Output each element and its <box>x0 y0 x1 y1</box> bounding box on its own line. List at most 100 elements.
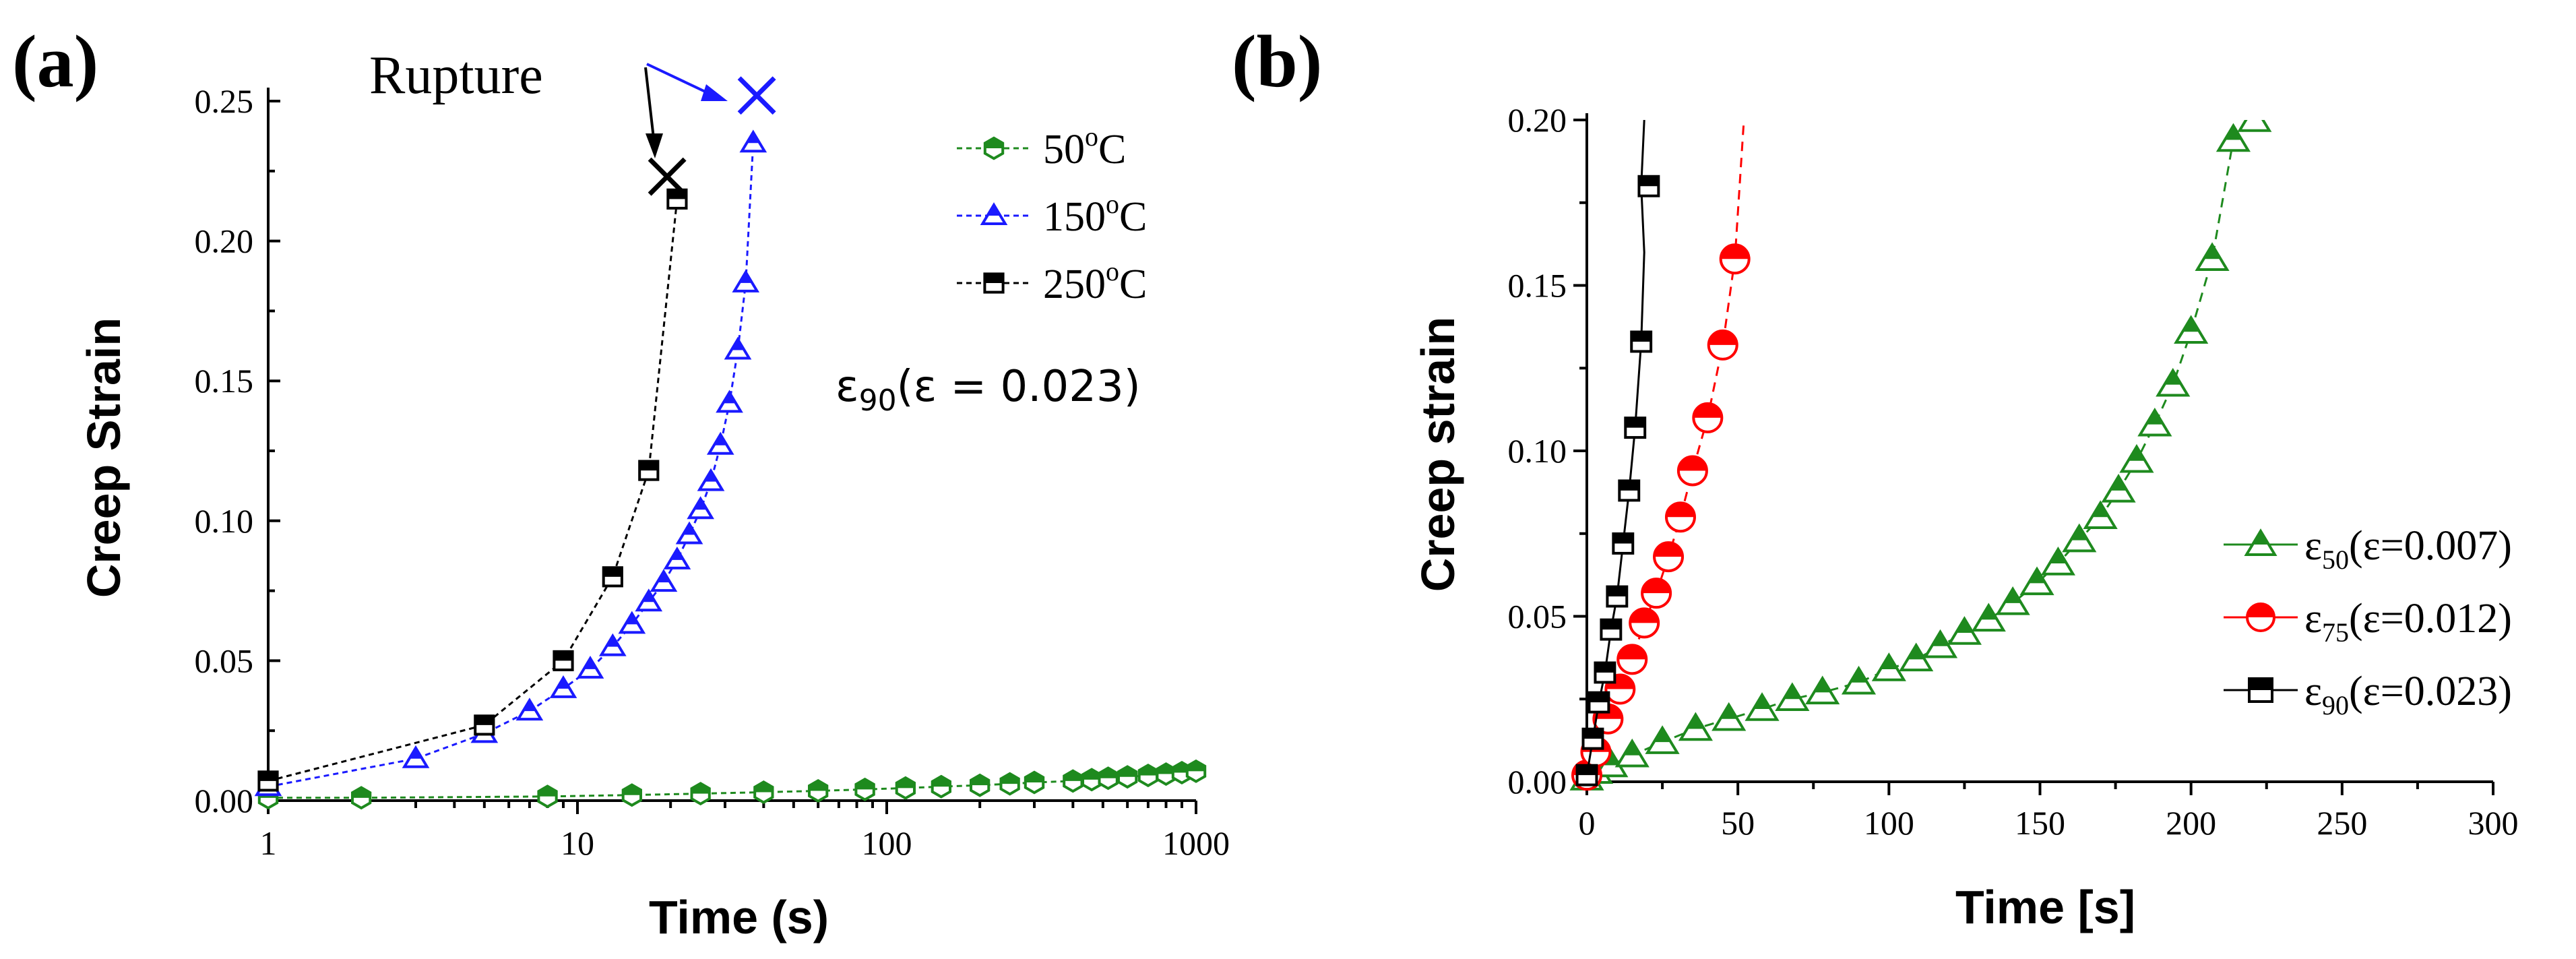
marker-fill <box>1720 245 1749 259</box>
data-point <box>515 698 544 721</box>
data-point <box>1185 759 1207 783</box>
data-point <box>576 655 604 679</box>
series-line <box>1586 120 2261 780</box>
rupture-x-stroke <box>648 157 687 196</box>
data-point <box>2137 407 2172 437</box>
marker-fill <box>984 274 1003 283</box>
data-point <box>1588 691 1610 714</box>
marker-fill <box>809 780 827 791</box>
x-tick-label: 300 <box>2468 804 2519 842</box>
panel-a: (a) 0.00 0.05 0.10 0.15 0.20 0.25 1 10 100 1000 Tim… <box>12 20 1230 943</box>
data-point <box>257 770 279 792</box>
data-point <box>1637 175 1660 197</box>
x-tick-label: 100 <box>862 824 912 862</box>
data-point <box>1805 675 1840 705</box>
data-point <box>687 496 714 520</box>
marker-fill <box>557 677 570 689</box>
marker-fill <box>2249 679 2272 690</box>
arrow-head-blue <box>701 84 728 101</box>
data-point <box>1664 501 1696 533</box>
data-point <box>1081 768 1102 792</box>
data-point <box>690 782 711 806</box>
x-tick-label: 1000 <box>1162 824 1230 862</box>
data-point <box>1676 455 1708 487</box>
data-point <box>716 390 743 413</box>
legend-label: 150oC <box>1043 189 1147 240</box>
data-point <box>663 547 691 569</box>
marker-fill <box>2164 370 2182 385</box>
data-point <box>1024 770 1045 795</box>
data-point <box>999 772 1020 796</box>
x-tick-label: 1 <box>260 824 277 862</box>
condition-annotation: ε90(ε = 0.023) <box>836 362 1141 418</box>
data-point <box>1995 586 2030 615</box>
data-point <box>638 460 660 481</box>
rupture-annotation: Rupture <box>369 46 543 105</box>
marker-fill <box>932 776 950 787</box>
data-point <box>1117 765 1138 789</box>
series-line <box>268 770 1197 799</box>
marker-fill <box>2110 476 2127 491</box>
x-tick-label: 100 <box>1864 804 1914 842</box>
marker-fill <box>670 549 684 560</box>
marker-fill <box>2028 569 2046 584</box>
legend-label: ε75(ε=0.012) <box>2304 596 2512 648</box>
arrow-head-black <box>646 133 663 158</box>
x-tick-label: 250 <box>2317 804 2367 842</box>
series-line <box>268 143 755 788</box>
marker-fill <box>1119 766 1137 777</box>
data-point <box>474 714 495 736</box>
marker-fill <box>259 772 278 781</box>
data-point <box>1678 712 1713 741</box>
marker-fill <box>984 137 1003 148</box>
marker-fill <box>475 716 494 725</box>
series-90 <box>1575 120 1653 786</box>
data-point <box>1719 243 1751 275</box>
marker-fill <box>1980 605 1997 620</box>
marker-fill <box>1654 728 1671 743</box>
marker-fill <box>1693 403 1722 418</box>
x-tick-label: 200 <box>2166 804 2216 842</box>
marker-fill <box>1631 332 1652 342</box>
marker-fill <box>683 524 696 535</box>
marker-fill <box>523 700 536 712</box>
x-tick-label: 10 <box>561 824 594 862</box>
data-point <box>1624 416 1647 439</box>
marker-fill <box>1639 176 1659 187</box>
marker-fill <box>1577 765 1597 776</box>
marker-fill <box>731 339 745 350</box>
marker-fill <box>1187 761 1205 772</box>
marker-fill <box>2203 245 2221 259</box>
marker-fill <box>1583 729 1603 739</box>
y-tick-label: 0.20 <box>195 222 254 260</box>
legend-item: 150oC <box>957 189 1147 240</box>
data-point <box>2156 367 2191 397</box>
marker-fill <box>657 571 670 583</box>
marker-fill <box>896 778 914 788</box>
marker-fill <box>1654 543 1683 557</box>
marker-fill <box>352 787 371 798</box>
y-tick-label: 0.00 <box>1508 763 1567 801</box>
rupture-arrow-blue <box>646 63 712 96</box>
data-point <box>2019 566 2054 596</box>
marker-fill <box>1623 741 1641 755</box>
data-point <box>1745 692 1780 721</box>
marker-fill <box>1099 768 1117 778</box>
legend-label: ε90(ε=0.023) <box>2304 669 2512 720</box>
data-point <box>2195 242 2230 271</box>
marker-fill <box>1784 685 1801 700</box>
marker-fill <box>2224 125 2242 140</box>
marker-fill <box>538 786 557 797</box>
marker-fill <box>2071 526 2088 540</box>
marker-fill <box>1880 655 1897 670</box>
marker-fill <box>1931 631 1949 646</box>
marker-fill <box>2146 410 2164 425</box>
data-point <box>1618 479 1641 502</box>
legend-label: ε50(ε=0.007) <box>2304 523 2512 575</box>
marker-fill <box>625 613 639 625</box>
y-tick-label: 0.10 <box>1508 432 1567 470</box>
data-point <box>549 675 577 698</box>
data-point <box>706 431 734 455</box>
marker-fill <box>554 651 573 661</box>
